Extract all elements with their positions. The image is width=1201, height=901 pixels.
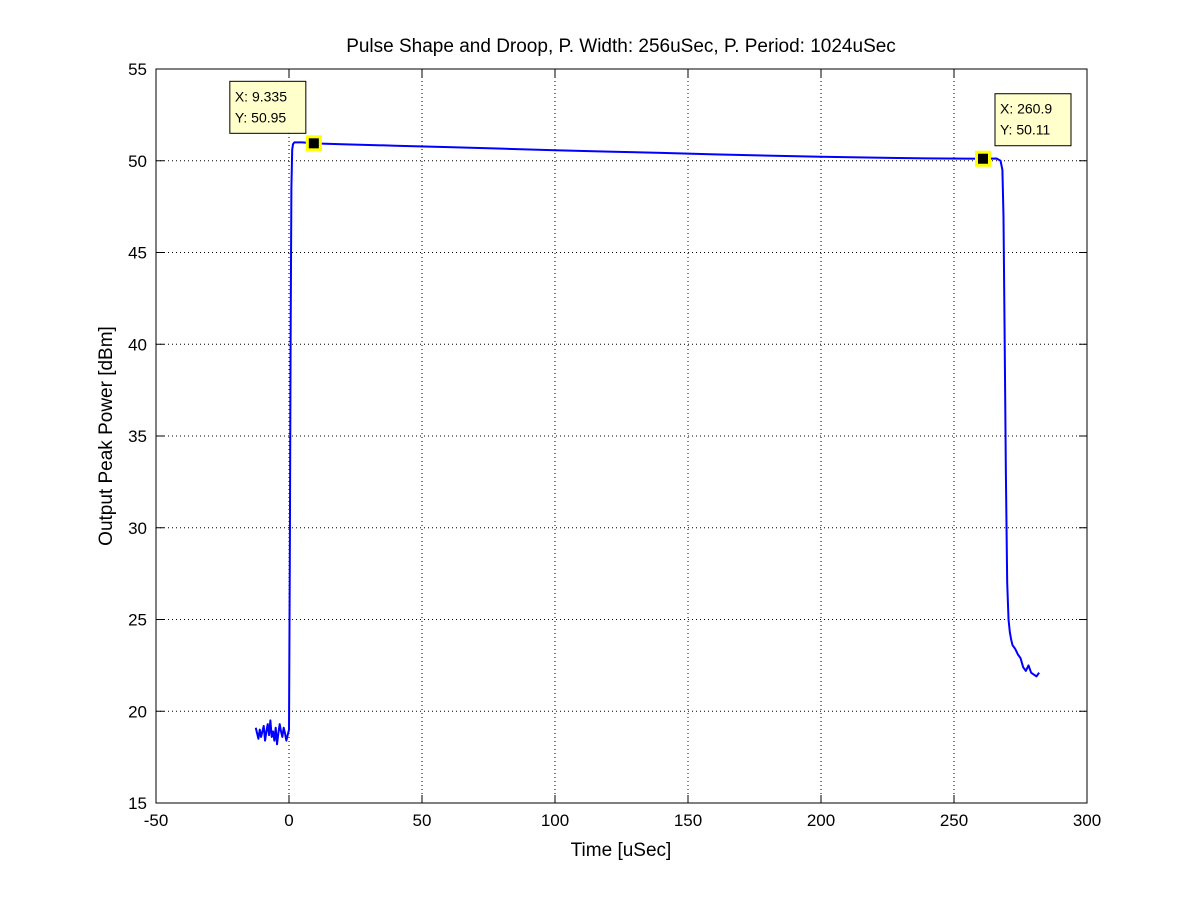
y-tick-label: 35 [128, 427, 147, 446]
data-tips: X: 9.335 Y: 50.95 X: 260.9 Y: 50.11 [229, 80, 1072, 167]
data-tip-0[interactable]: X: 9.335 Y: 50.95 [229, 80, 322, 152]
x-tick-label: -50 [144, 811, 169, 830]
data-tip-1[interactable]: X: 260.9 Y: 50.11 [974, 93, 1072, 167]
x-tick-label: 200 [807, 811, 835, 830]
x-tick-label: 300 [1073, 811, 1101, 830]
y-tick-label: 55 [128, 60, 147, 79]
data-tip-y-text: Y: 50.95 [235, 109, 287, 125]
x-tick-label: 100 [541, 811, 569, 830]
data-tip-y-text: Y: 50.11 [1000, 122, 1051, 138]
chart-title: Pulse Shape and Droop, P. Width: 256uSec… [346, 36, 896, 57]
plot-area [156, 69, 1087, 803]
y-tick-label: 15 [128, 794, 147, 813]
y-tick-label: 45 [128, 244, 147, 263]
y-tick-label: 30 [128, 519, 147, 538]
axis-ticks: -50 0 50 100 150 200 250 300 15 20 25 30 35 40 45 50 55 [128, 60, 1101, 830]
data-tip-marker[interactable] [308, 138, 319, 149]
data-tip-marker[interactable] [977, 153, 988, 164]
y-axis-label: Output Peak Power [dBm] [96, 326, 117, 546]
x-tick-label: 250 [940, 811, 968, 830]
y-tick-label: 50 [128, 152, 147, 171]
y-tick-label: 40 [128, 335, 147, 354]
y-tick-label: 20 [128, 702, 147, 721]
data-tip-x-text: X: 260.9 [1000, 101, 1052, 117]
x-tick-label: 50 [413, 811, 432, 830]
y-tick-label: 25 [128, 611, 147, 630]
data-tip-box [229, 80, 307, 134]
x-axis-label: Time [uSec] [571, 840, 672, 861]
x-tick-label: 150 [674, 811, 702, 830]
data-tip-box [994, 93, 1072, 147]
x-tick-label: 0 [284, 811, 293, 830]
data-tip-x-text: X: 9.335 [235, 88, 287, 104]
